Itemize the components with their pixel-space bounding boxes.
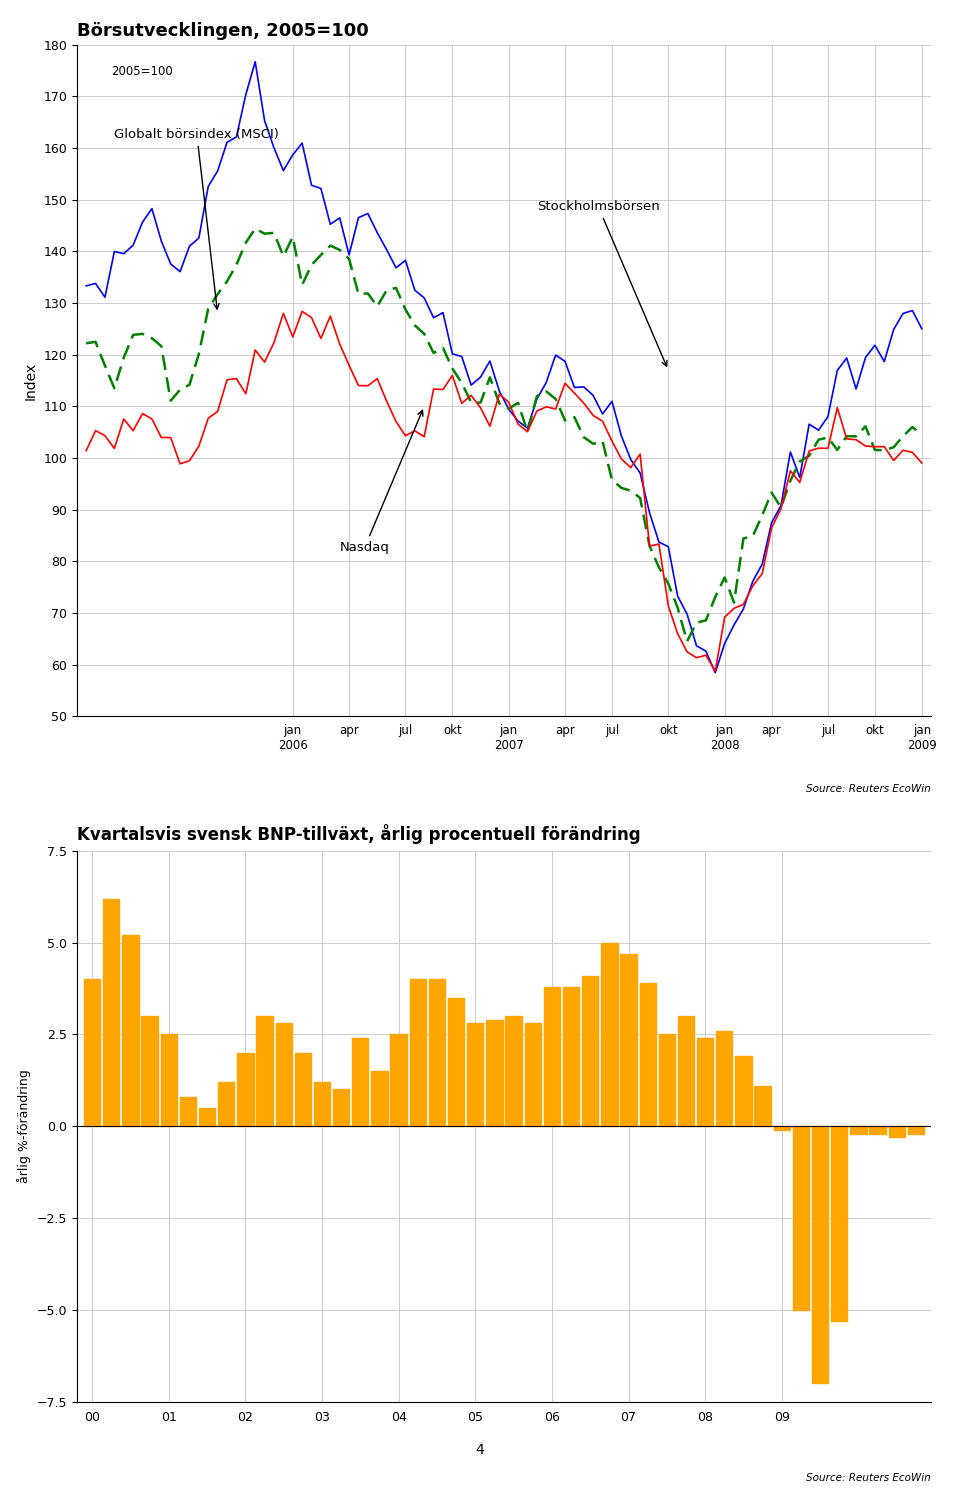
Text: 2005=100: 2005=100	[111, 66, 173, 78]
Bar	[295, 1053, 311, 1126]
Bar	[352, 1038, 369, 1126]
Text: Globalt börsindex (MSCI): Globalt börsindex (MSCI)	[114, 128, 279, 309]
Bar	[122, 935, 138, 1126]
Text: Nasdaq: Nasdaq	[340, 410, 423, 555]
Text: Börsutvecklingen, 2005=100: Börsutvecklingen, 2005=100	[77, 22, 369, 40]
Bar	[180, 1097, 196, 1126]
Bar	[448, 997, 465, 1126]
Bar	[237, 1053, 253, 1126]
Bar	[716, 1030, 732, 1126]
Bar	[372, 1071, 388, 1126]
Bar	[582, 975, 598, 1126]
Bar	[487, 1020, 503, 1126]
Bar	[678, 1015, 694, 1126]
Bar	[620, 954, 636, 1126]
Bar	[524, 1023, 540, 1126]
Bar	[793, 1126, 809, 1309]
Bar	[276, 1023, 292, 1126]
Bar	[851, 1126, 867, 1133]
Bar	[410, 980, 426, 1126]
Y-axis label: årlig %-förändring: årlig %-förändring	[17, 1069, 31, 1182]
Bar	[218, 1082, 234, 1126]
Bar	[103, 899, 119, 1126]
Bar	[812, 1126, 828, 1384]
Text: Source: Reuters EcoWin: Source: Reuters EcoWin	[806, 783, 931, 793]
Bar	[314, 1082, 330, 1126]
Text: Source: Reuters EcoWin: Source: Reuters EcoWin	[806, 1473, 931, 1484]
Y-axis label: Index: Index	[24, 361, 37, 400]
Bar	[141, 1015, 157, 1126]
Bar	[908, 1126, 924, 1133]
Bar	[391, 1035, 407, 1126]
Bar	[639, 983, 656, 1126]
Bar	[601, 942, 617, 1126]
Bar	[870, 1126, 886, 1133]
Bar	[697, 1038, 713, 1126]
Bar	[160, 1035, 177, 1126]
Bar	[889, 1126, 905, 1138]
Text: 4: 4	[475, 1443, 485, 1457]
Bar	[256, 1015, 273, 1126]
Bar	[755, 1085, 771, 1126]
Text: Stockholmsbörsen: Stockholmsbörsen	[537, 200, 667, 367]
Bar	[199, 1108, 215, 1126]
Bar	[735, 1057, 752, 1126]
Bar	[505, 1015, 521, 1126]
Bar	[468, 1023, 484, 1126]
Bar	[84, 980, 100, 1126]
Bar	[659, 1035, 675, 1126]
Bar	[543, 987, 560, 1126]
Bar	[333, 1090, 349, 1126]
Text: Kvartalsvis svensk BNP-tillväxt, årlig procentuell förändring: Kvartalsvis svensk BNP-tillväxt, årlig p…	[77, 823, 640, 844]
Bar	[563, 987, 579, 1126]
Bar	[831, 1126, 848, 1321]
Bar	[774, 1126, 790, 1130]
Bar	[429, 980, 445, 1126]
